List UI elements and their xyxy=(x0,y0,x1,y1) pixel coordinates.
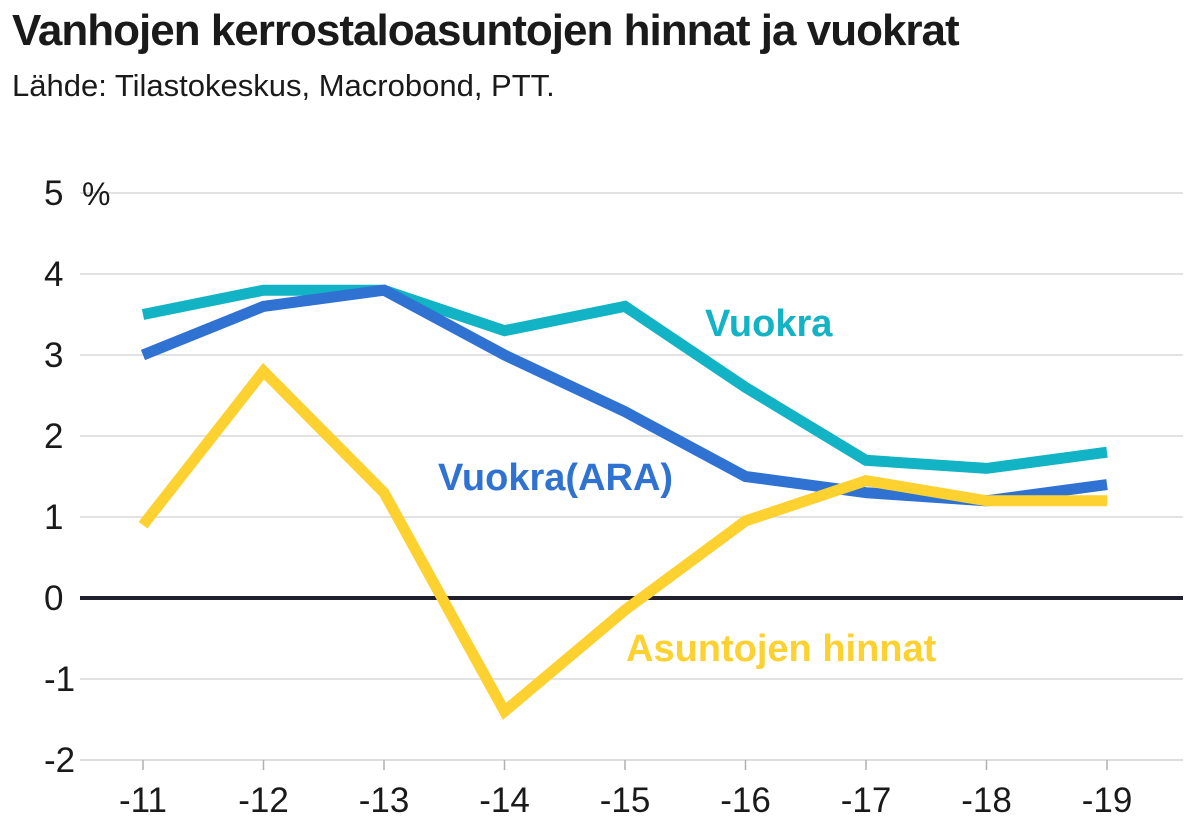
y-tick-label: -2 xyxy=(44,741,75,780)
series-line-vuokra xyxy=(141,284,1108,474)
series-label-vuokra: Vuokra xyxy=(705,303,833,345)
x-tick-label: -19 xyxy=(1082,781,1133,820)
y-tick-label: 3 xyxy=(44,336,63,375)
x-tick-label: -14 xyxy=(479,781,530,820)
chart-title: Vanhojen kerrostaloasuntojen hinnat ja v… xyxy=(12,6,960,55)
y-tick-label: 2 xyxy=(44,417,63,456)
x-tick-label: -16 xyxy=(720,781,771,820)
y-tick-label: 0 xyxy=(44,579,63,618)
series-label-asuntojen-hinnat: Asuntojen hinnat xyxy=(626,628,937,670)
series-label-vuokra-ara: Vuokra(ARA) xyxy=(438,457,673,499)
x-tick-label: -11 xyxy=(119,781,167,820)
y-unit-label: % xyxy=(82,176,110,212)
x-tick-label: -18 xyxy=(961,781,1012,820)
y-tick-label: 5 xyxy=(44,174,63,213)
x-tick-label: -12 xyxy=(238,781,289,820)
x-tick-label: -17 xyxy=(841,781,892,820)
x-tick-label: -13 xyxy=(359,781,410,820)
series-label-layer: Vuokra Vuokra(ARA) Asuntojen hinnat xyxy=(438,303,937,670)
y-tick-label: 1 xyxy=(44,498,63,537)
series-line-asuntojen-hinnat xyxy=(138,362,1107,720)
series-layer xyxy=(138,284,1108,720)
chart-subtitle: Lähde: Tilastokeskus, Macrobond, PTT. xyxy=(12,68,555,103)
x-tick-label: -15 xyxy=(600,781,651,820)
axis-layer: -2 -1 0 1 2 3 4 5 % -11 -12 -13 -14 -15 -16 -17 -18 -19 xyxy=(44,174,1183,820)
y-tick-label: 4 xyxy=(44,255,63,294)
y-tick-label: -1 xyxy=(44,660,75,699)
